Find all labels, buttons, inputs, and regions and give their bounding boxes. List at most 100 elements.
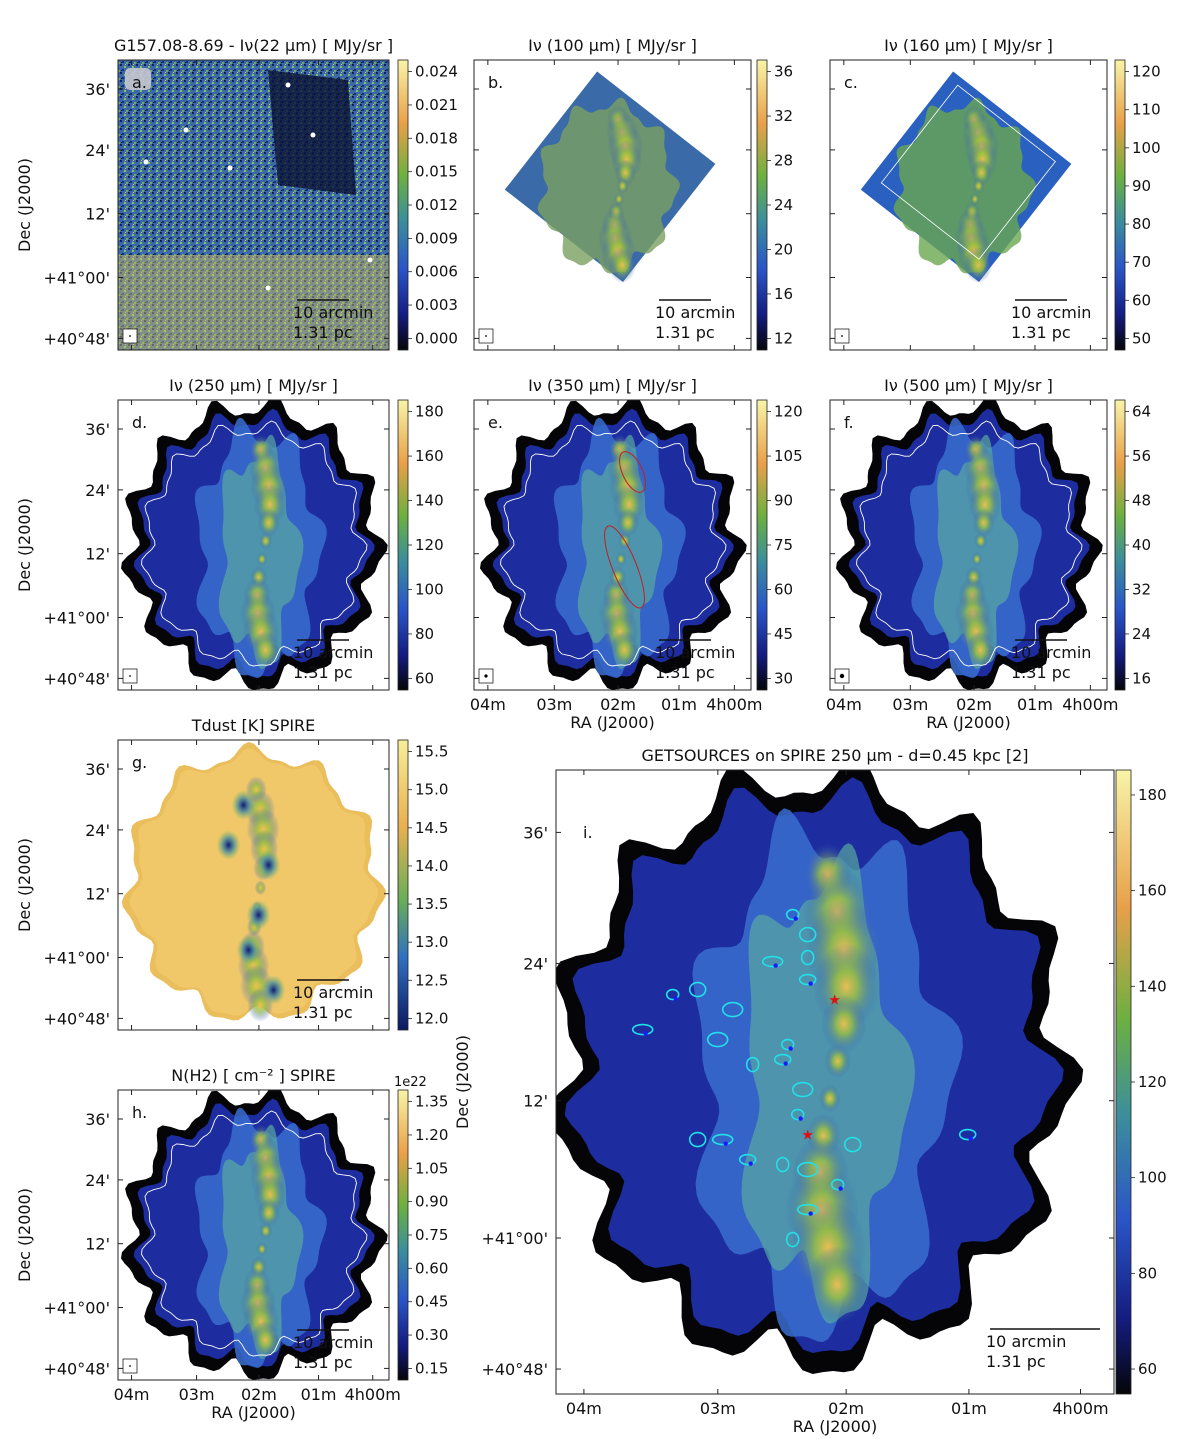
beam-h bbox=[129, 1365, 131, 1367]
colorbar-tick-label-b: 32 bbox=[774, 107, 793, 125]
source-ellipse bbox=[791, 1081, 814, 1098]
emission-b bbox=[537, 97, 680, 274]
ra-tick-label-e: 01m bbox=[661, 695, 697, 714]
colorbar-tick-label-g: 13.5 bbox=[415, 895, 448, 913]
ra-tick-label-i: 01m bbox=[951, 1399, 987, 1418]
panel-letter-g: g. bbox=[132, 753, 147, 772]
star-point bbox=[285, 82, 291, 88]
ra-tick-label-e: 03m bbox=[536, 695, 572, 714]
dec-tick-label-i: +40°48' bbox=[481, 1360, 548, 1379]
panel-title-f: Iν (500 μm) [ MJy/sr ] bbox=[884, 376, 1053, 395]
filament-blob-d bbox=[250, 630, 281, 670]
colorbar-tick-label-e: 105 bbox=[774, 447, 803, 465]
ra-tick-label-e: 04m bbox=[470, 695, 506, 714]
filament-blob-h bbox=[257, 1198, 280, 1228]
dec-tick-label-i: 24' bbox=[523, 954, 548, 973]
young-star-marker: ★ bbox=[801, 1128, 814, 1144]
colorbar-tick-label-a: 0.024 bbox=[415, 63, 458, 81]
cold-core bbox=[216, 830, 241, 860]
scalebar-arcmin-a: 10 arcmin bbox=[293, 303, 373, 322]
source-ellipse bbox=[745, 1056, 760, 1073]
colorbar-tick-label-g: 15.0 bbox=[415, 781, 448, 799]
colorbar-tick-label-b: 12 bbox=[774, 329, 793, 347]
colorbar-tick-label-b: 28 bbox=[774, 152, 793, 170]
star-point bbox=[265, 285, 271, 291]
scalebar-arcmin-d: 10 arcmin bbox=[293, 643, 373, 662]
ra-tick-label-h: 4h00m bbox=[345, 1385, 401, 1404]
colorbar-tick-label-d: 140 bbox=[415, 492, 444, 510]
source-ellipse bbox=[798, 926, 817, 943]
frame-i bbox=[555, 769, 1115, 1395]
dec-tick-label-g: 36' bbox=[85, 760, 110, 779]
ra-tick-label-f: 01m bbox=[1017, 695, 1053, 714]
colorbar-tick-label-d: 80 bbox=[415, 625, 434, 643]
star-point bbox=[227, 165, 233, 171]
dec-tick-label-g: +41°00' bbox=[43, 949, 110, 968]
colorbar-tick-label-e: 30 bbox=[774, 669, 793, 687]
source-ellipse bbox=[721, 1001, 744, 1018]
source-marker bbox=[808, 1211, 813, 1216]
dec-tick-label-h: +41°00' bbox=[43, 1299, 110, 1318]
beam-f bbox=[839, 673, 845, 679]
colorbar-g bbox=[397, 739, 409, 1031]
colorbar-tick-label-a: 0.003 bbox=[415, 296, 458, 314]
coverage-contour-e bbox=[500, 420, 727, 667]
colorbar-i bbox=[1115, 769, 1132, 1395]
colorbar-tick-label-g: 12.0 bbox=[415, 1009, 448, 1027]
panel-title-d: Iν (250 μm) [ MJy/sr ] bbox=[169, 376, 338, 395]
cold-core bbox=[236, 935, 261, 965]
frame-f bbox=[829, 399, 1108, 691]
beam-b bbox=[485, 335, 487, 337]
source-marker bbox=[723, 1141, 728, 1146]
star-point bbox=[367, 257, 373, 263]
x-axis-label-e: RA (J2000) bbox=[570, 713, 654, 732]
panel-title-a: G157.08-8.69 - Iν(22 μm) [ MJy/sr ] bbox=[114, 36, 393, 55]
scalebar-pc-g: 1.31 pc bbox=[293, 1003, 353, 1022]
colorbar-tick-label-c: 110 bbox=[1132, 101, 1161, 119]
dec-tick-label-h: 24' bbox=[85, 1171, 110, 1190]
map-h bbox=[121, 1090, 388, 1380]
source-marker bbox=[748, 1161, 753, 1166]
colorbar-tick-label-a: 0.012 bbox=[415, 196, 458, 214]
filament-blob-f bbox=[971, 552, 983, 566]
colorbar-tick-label-h: 0.30 bbox=[415, 1326, 448, 1344]
filament-blob-h bbox=[256, 1242, 268, 1256]
colorbar-tick-label-i: 180 bbox=[1138, 786, 1167, 804]
ra-tick-label-i: 02m bbox=[828, 1399, 864, 1418]
panel-letter-i: i. bbox=[583, 823, 593, 842]
young-star-marker: ★ bbox=[828, 993, 841, 1009]
colorbar-tick-label-i: 80 bbox=[1138, 1264, 1157, 1282]
colorbar-tick-label-c: 80 bbox=[1132, 215, 1151, 233]
red-ellipse-north bbox=[619, 451, 646, 493]
dec-tick-label-a: +40°48' bbox=[43, 329, 110, 348]
colorbar-tick-label-g: 15.5 bbox=[415, 743, 448, 761]
ra-tick-label-f: 4h00m bbox=[1062, 695, 1118, 714]
ra-tick-label-i: 04m bbox=[566, 1399, 602, 1418]
colorbar-tick-label-c: 120 bbox=[1132, 63, 1161, 81]
colorbar-tick-label-h: 0.15 bbox=[415, 1359, 448, 1377]
colorbar-tick-label-a: 0.021 bbox=[415, 96, 458, 114]
dec-tick-label-d: +40°48' bbox=[43, 669, 110, 688]
map-g bbox=[121, 742, 386, 1022]
source-marker bbox=[808, 981, 813, 986]
coverage-contour-f bbox=[856, 420, 1083, 667]
panel-title-h: N(H2) [ cm⁻² ] SPIRE bbox=[171, 1066, 335, 1085]
filament-blob-b bbox=[616, 178, 629, 194]
colorbar-tick-label-i: 120 bbox=[1138, 1073, 1167, 1091]
filament-blob-c bbox=[964, 247, 993, 283]
colorbar-tick-label-g: 14.5 bbox=[415, 819, 448, 837]
colorbar-c bbox=[1114, 59, 1126, 351]
beam-d bbox=[129, 675, 131, 677]
scalebar-arcmin-h: 10 arcmin bbox=[293, 1333, 373, 1352]
colorbar-tick-label-e: 90 bbox=[774, 492, 793, 510]
tdust-cloud-inner bbox=[129, 748, 379, 1016]
dec-tick-label-a: 12' bbox=[85, 205, 110, 224]
source-marker bbox=[783, 1061, 788, 1066]
x-axis-label-h: RA (J2000) bbox=[211, 1403, 295, 1422]
filament-blob-i bbox=[819, 1084, 841, 1113]
colorbar-tick-label-c: 70 bbox=[1132, 253, 1151, 271]
filament-blob-i bbox=[821, 994, 867, 1054]
y-axis-label-d: Dec (J2000) bbox=[15, 498, 34, 592]
ra-tick-label-e: 02m bbox=[600, 695, 636, 714]
source-marker bbox=[968, 1136, 973, 1141]
